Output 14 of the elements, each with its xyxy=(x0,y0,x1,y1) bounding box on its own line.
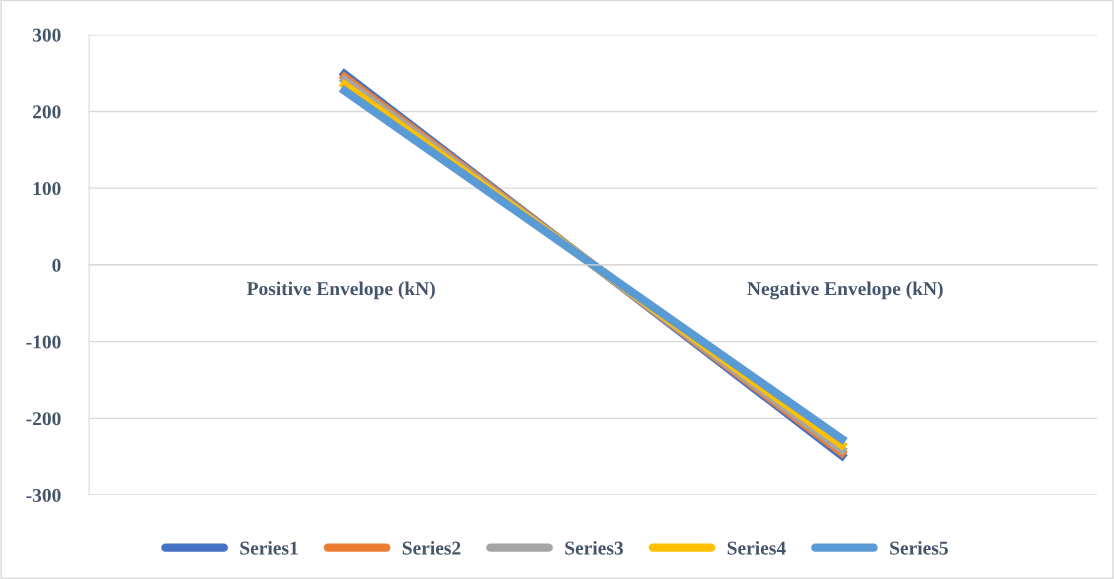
y-tick-label: -200 xyxy=(26,412,61,426)
y-tick-label: 100 xyxy=(33,181,61,196)
x-tick-label: Negative Envelope (kN) xyxy=(747,281,943,300)
legend-label: Series1 xyxy=(240,540,298,555)
y-tick-label: 300 xyxy=(32,28,61,42)
x-tick-label: Positive Envelope (kN) xyxy=(246,281,435,300)
legend-label: Series4 xyxy=(727,540,786,555)
y-tick-label: -300 xyxy=(26,488,61,502)
y-tick-label: 200 xyxy=(32,105,61,119)
y-tick-label: 0 xyxy=(52,258,61,272)
legend-label: Series5 xyxy=(890,540,948,555)
legend-label: Series2 xyxy=(402,540,461,555)
legend-label: Series3 xyxy=(565,540,623,555)
y-tick-label: -100 xyxy=(26,335,61,349)
